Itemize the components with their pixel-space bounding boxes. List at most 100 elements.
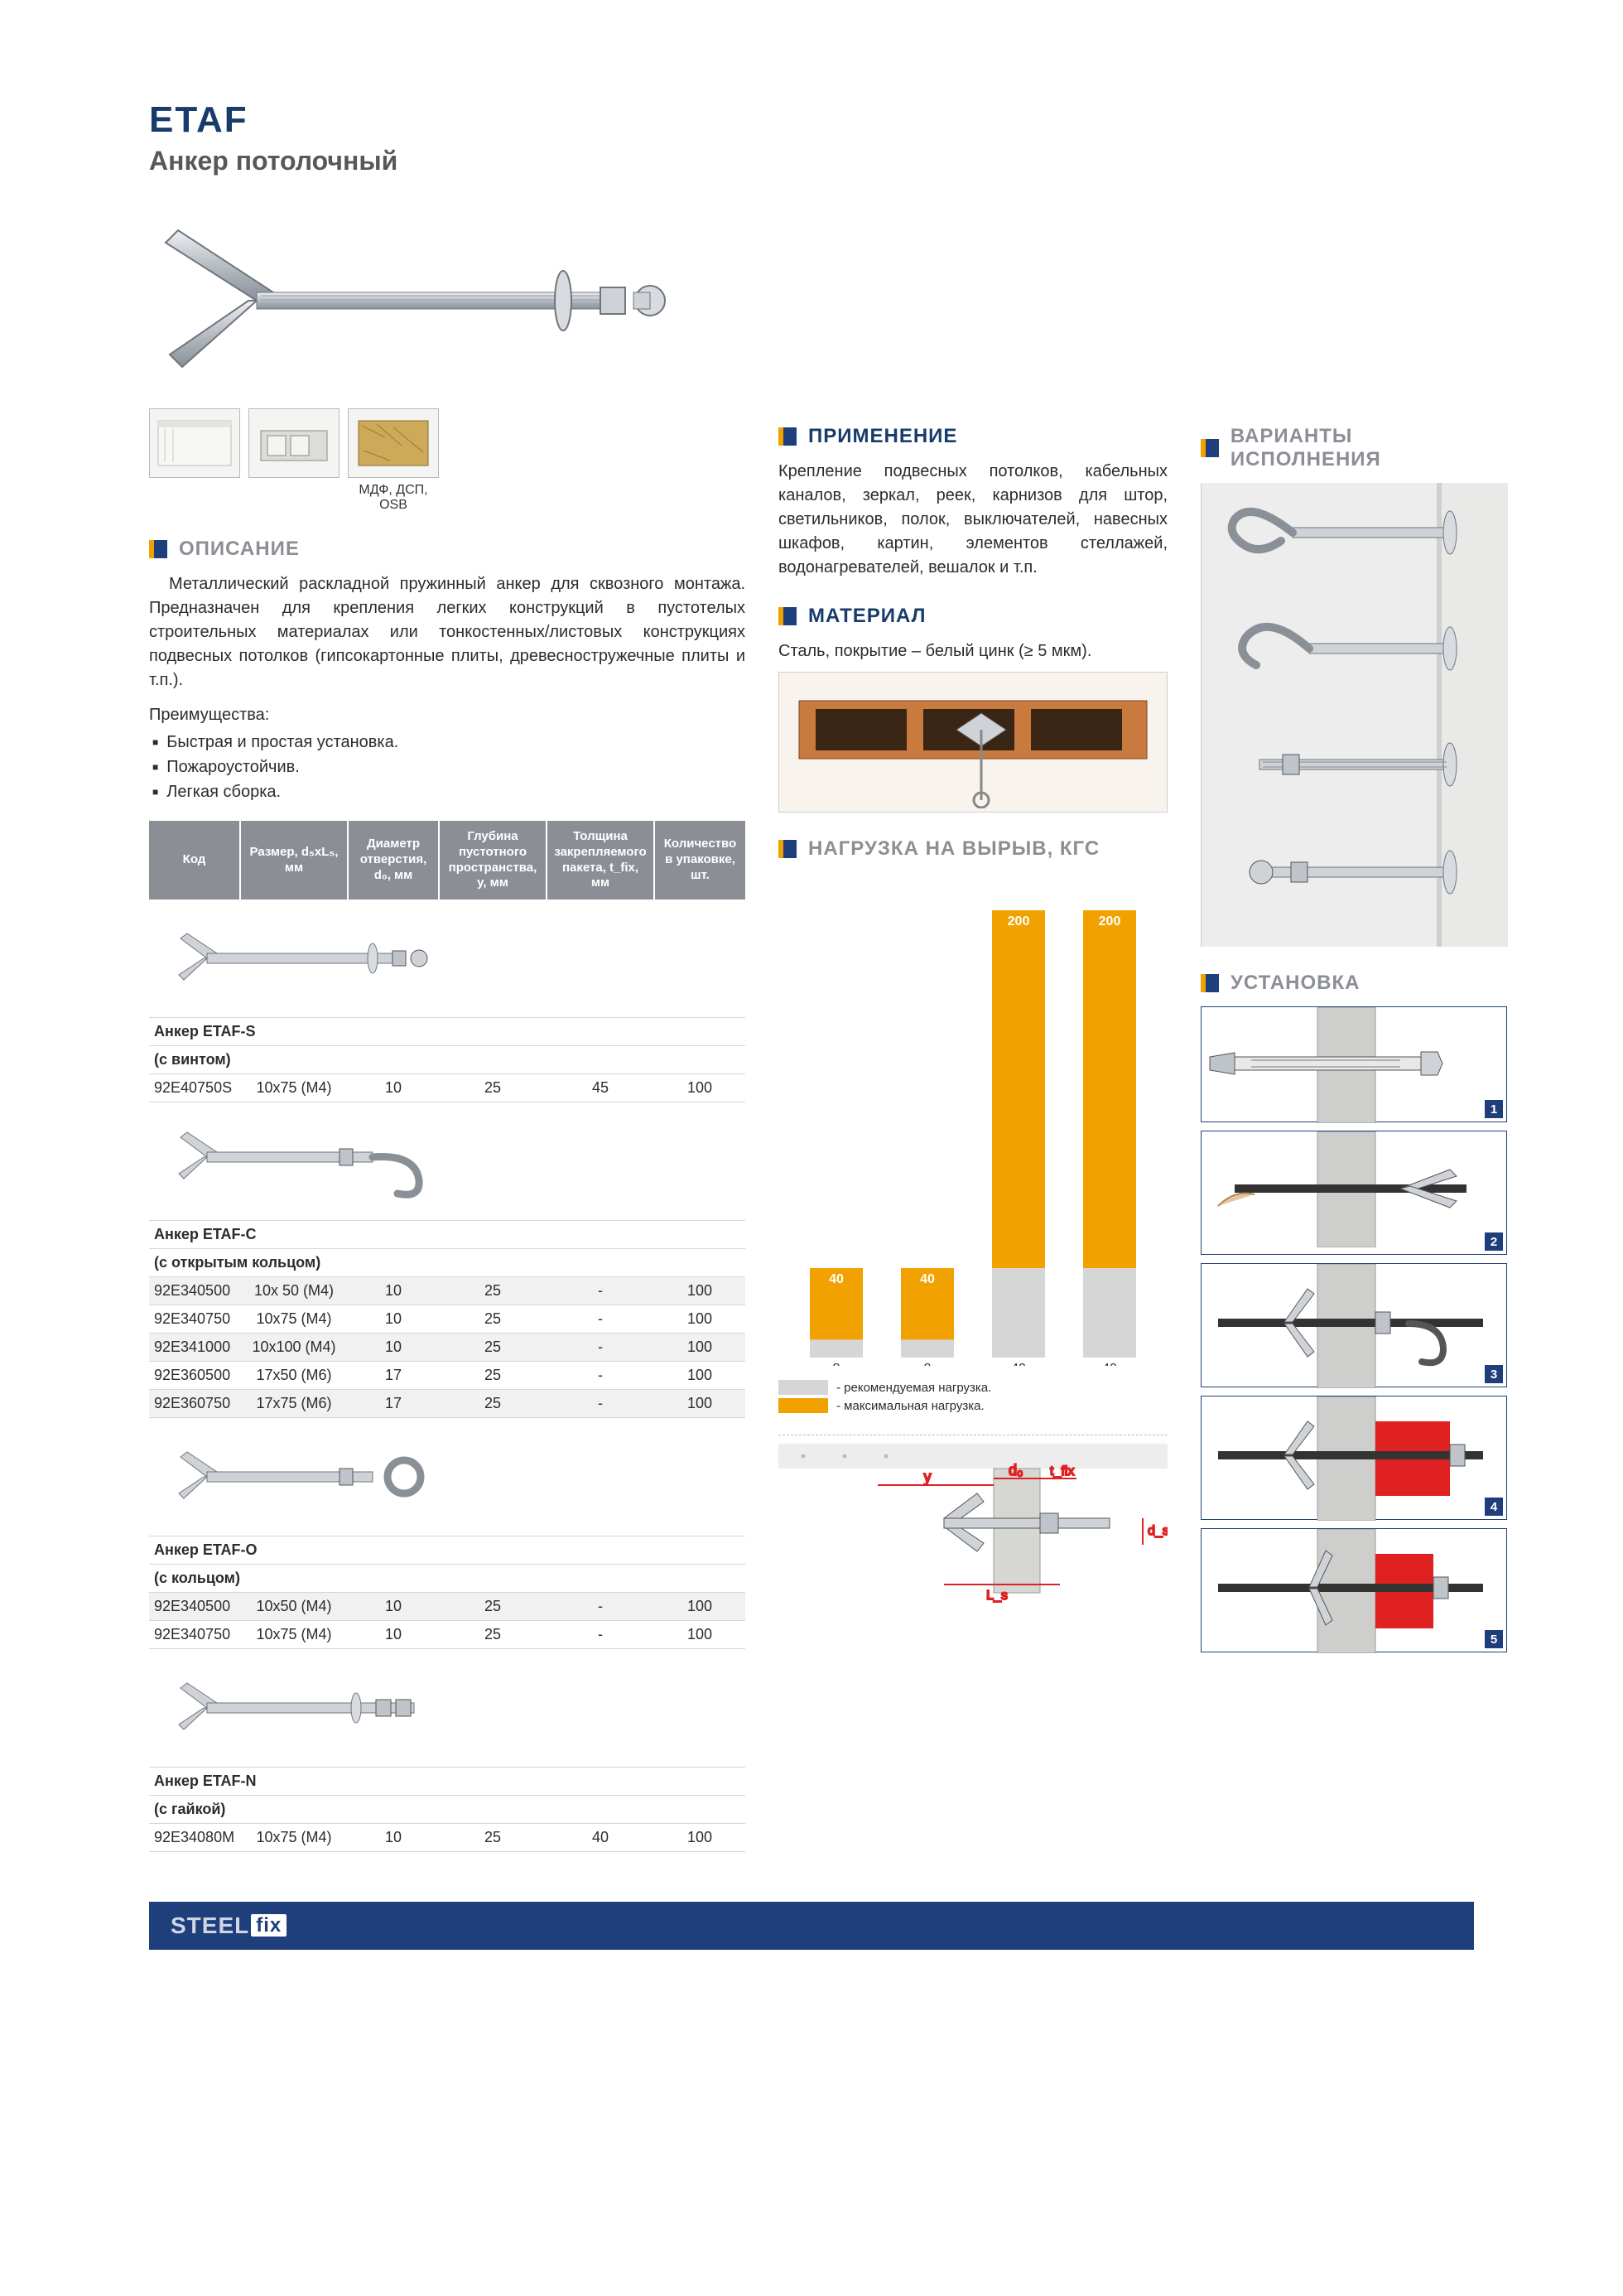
cell: - bbox=[547, 1593, 654, 1621]
list-item: Легкая сборка. bbox=[152, 779, 745, 804]
table-row: 92E40750S10x75 (M4)102545100 bbox=[149, 1074, 745, 1102]
cell: 92E340750 bbox=[149, 1621, 240, 1649]
variant-illustration bbox=[154, 904, 740, 1012]
logo-text-a: STEEL bbox=[171, 1913, 249, 1938]
group-name: Анкер ETAF-C bbox=[149, 1221, 745, 1249]
legend-swatch-max bbox=[778, 1398, 828, 1413]
cell: 100 bbox=[654, 1593, 745, 1621]
cell: 100 bbox=[654, 1305, 745, 1334]
th-depth: Глубина пустотного пространства, y, мм bbox=[439, 821, 547, 900]
table-row: 92E34080M10x75 (M4)102540100 bbox=[149, 1824, 745, 1852]
step-number: 5 bbox=[1485, 1630, 1503, 1648]
svg-text:d₀: d₀ bbox=[1009, 1462, 1023, 1478]
cell: 25 bbox=[439, 1334, 547, 1362]
bar-rec bbox=[810, 1339, 863, 1358]
cell: 17 bbox=[348, 1390, 439, 1418]
svg-text:y: y bbox=[924, 1469, 932, 1485]
cell: 25 bbox=[439, 1074, 547, 1102]
cell: - bbox=[547, 1390, 654, 1418]
bar-value-max: 40 bbox=[829, 1251, 844, 1265]
legend-swatch-rec bbox=[778, 1380, 828, 1395]
spec-table: Код Размер, d₅xL₅, мм Диаметр отверстия,… bbox=[149, 821, 745, 1852]
cell: 100 bbox=[654, 1621, 745, 1649]
cell: 10x75 (M4) bbox=[240, 1824, 348, 1852]
svg-text:40: 40 bbox=[829, 1272, 844, 1286]
cell: 17x50 (M6) bbox=[240, 1362, 348, 1390]
group-name: Анкер ETAF-S bbox=[149, 1018, 745, 1046]
cell: 92E34080M bbox=[149, 1824, 240, 1852]
variant-illustration bbox=[154, 1107, 740, 1215]
footer-logo: STEELfix bbox=[171, 1913, 287, 1939]
table-row: 92E34100010x100 (M4)1025-100 bbox=[149, 1334, 745, 1362]
table-row: 92E34050010x 50 (M4)1025-100 bbox=[149, 1277, 745, 1305]
th-code: Код bbox=[149, 821, 240, 900]
material-thumbnails: МДФ, ДСП, OSB bbox=[149, 408, 745, 513]
cell: 92E360750 bbox=[149, 1390, 240, 1418]
cell: 10x50 (M4) bbox=[240, 1593, 348, 1621]
material-text: Сталь, покрытие – белый цинк (≥ 5 мкм). bbox=[778, 639, 1168, 663]
dimension-diagram: y d₀ t_fix d_s L_s bbox=[778, 1435, 1168, 1613]
section-marker-icon bbox=[1201, 974, 1219, 992]
th-hole: Диаметр отверстия, d₀, мм bbox=[348, 821, 439, 900]
cell: 25 bbox=[439, 1593, 547, 1621]
svg-text:200: 200 bbox=[1008, 914, 1030, 929]
thumb-drywall bbox=[149, 408, 240, 478]
logo-text-b: fix bbox=[251, 1914, 287, 1937]
section-marker-icon bbox=[149, 540, 167, 558]
section-application: ПРИМЕНЕНИЕ bbox=[778, 425, 1168, 448]
cell: 17x75 (M6) bbox=[240, 1390, 348, 1418]
svg-text:40: 40 bbox=[1011, 1362, 1026, 1366]
section-variants: ВАРИАНТЫ ИСПОЛНЕНИЯ bbox=[1201, 425, 1507, 471]
cell: 10 bbox=[348, 1621, 439, 1649]
svg-text:8: 8 bbox=[833, 1362, 840, 1366]
install-step: 1 bbox=[1201, 1006, 1507, 1122]
bar-rec bbox=[1083, 1268, 1136, 1358]
section-title: ОПИСАНИЕ bbox=[179, 538, 300, 561]
section-title: НАГРУЗКА НА ВЫРЫВ, КГС bbox=[808, 837, 1100, 861]
cell: 10 bbox=[348, 1824, 439, 1852]
step-number: 1 bbox=[1485, 1100, 1503, 1118]
step-number: 2 bbox=[1485, 1232, 1503, 1251]
legend-label-rec: - рекомендуемая нагрузка. bbox=[836, 1381, 991, 1395]
svg-text:d_s: d_s bbox=[1148, 1524, 1168, 1538]
legend-label-max: - максимальная нагрузка. bbox=[836, 1399, 985, 1413]
chart-legend: - рекомендуемая нагрузка. - максимальная… bbox=[778, 1380, 1168, 1413]
table-row: 92E36075017x75 (M6)1725-100 bbox=[149, 1390, 745, 1418]
th-qty: Количество в упаковке, шт. bbox=[654, 821, 745, 900]
cell: 10 bbox=[348, 1593, 439, 1621]
cell: 100 bbox=[654, 1390, 745, 1418]
group-sub: (с открытым кольцом) bbox=[149, 1249, 745, 1277]
svg-text:200: 200 bbox=[1099, 914, 1121, 929]
section-title: МАТЕРИАЛ bbox=[808, 605, 927, 628]
thumb-caption: МДФ, ДСП, OSB bbox=[348, 483, 439, 513]
th-thick: Толщина закрепляемого пакета, t_fix, мм bbox=[547, 821, 654, 900]
cell: 10 bbox=[348, 1334, 439, 1362]
cell: 92E340750 bbox=[149, 1305, 240, 1334]
load-chart: 40408ETAF-C40408ETAF-O20020040ETAF-S2002… bbox=[778, 877, 1168, 1370]
group-name: Анкер ETAF-N bbox=[149, 1768, 745, 1796]
cell: - bbox=[547, 1334, 654, 1362]
advantages-label: Преимущества: bbox=[149, 706, 745, 725]
th-size: Размер, d₅xL₅, мм bbox=[240, 821, 348, 900]
cell: 10 bbox=[348, 1074, 439, 1102]
section-marker-icon bbox=[778, 840, 797, 858]
group-sub: (с гайкой) bbox=[149, 1796, 745, 1824]
cell: 92E340500 bbox=[149, 1593, 240, 1621]
cell: 17 bbox=[348, 1362, 439, 1390]
material-image bbox=[778, 672, 1168, 813]
install-step: 3 bbox=[1201, 1263, 1507, 1387]
cell: 25 bbox=[439, 1824, 547, 1852]
section-marker-icon bbox=[1201, 439, 1219, 457]
cell: 100 bbox=[654, 1334, 745, 1362]
bar-rec bbox=[901, 1339, 954, 1358]
description-text: Металлический раскладной пружинный анкер… bbox=[149, 572, 745, 692]
section-title: ВАРИАНТЫ ИСПОЛНЕНИЯ bbox=[1230, 425, 1507, 471]
footer-bar: STEELfix bbox=[149, 1902, 1474, 1950]
cell: 100 bbox=[654, 1824, 745, 1852]
cell: 100 bbox=[654, 1074, 745, 1102]
install-step: 2 bbox=[1201, 1131, 1507, 1255]
cell: 10x100 (M4) bbox=[240, 1334, 348, 1362]
cell: 10x75 (M4) bbox=[240, 1074, 348, 1102]
cell: 25 bbox=[439, 1305, 547, 1334]
cell: 100 bbox=[654, 1277, 745, 1305]
